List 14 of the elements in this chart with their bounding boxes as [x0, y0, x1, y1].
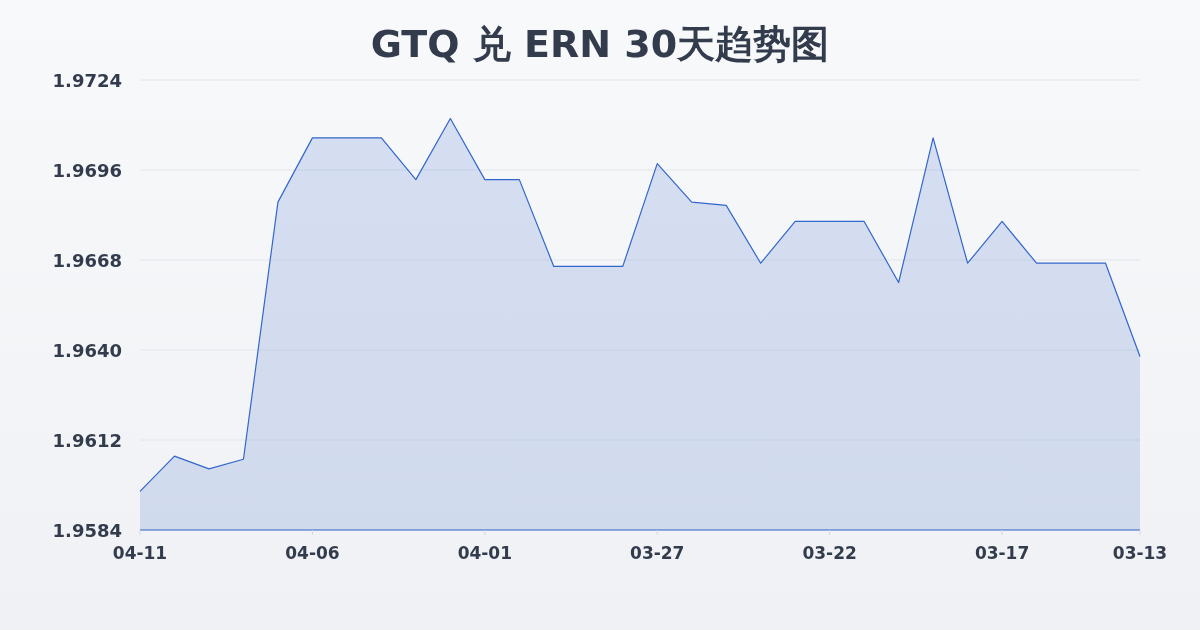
y-tick-label: 1.9584 — [52, 520, 122, 541]
x-tick-label: 03-22 — [802, 543, 857, 563]
x-tick-label: 03-13 — [1112, 543, 1168, 563]
x-tick-label: 04-01 — [457, 543, 513, 563]
y-tick-label: 1.9612 — [52, 430, 122, 451]
chart-title: GTQ 兑 ERN 30天趋势图 — [369, 21, 831, 68]
x-tick-label: 03-27 — [630, 543, 685, 563]
x-tick-label: 03-17 — [974, 543, 1030, 563]
y-tick-label: 1.9724 — [52, 70, 122, 91]
x-tick-label: 04-06 — [285, 543, 340, 563]
y-tick-label: 1.9696 — [52, 160, 122, 181]
y-tick-label: 1.9668 — [52, 250, 122, 271]
x-tick-label: 04-11 — [112, 543, 168, 563]
y-tick-label: 1.9640 — [52, 340, 122, 361]
